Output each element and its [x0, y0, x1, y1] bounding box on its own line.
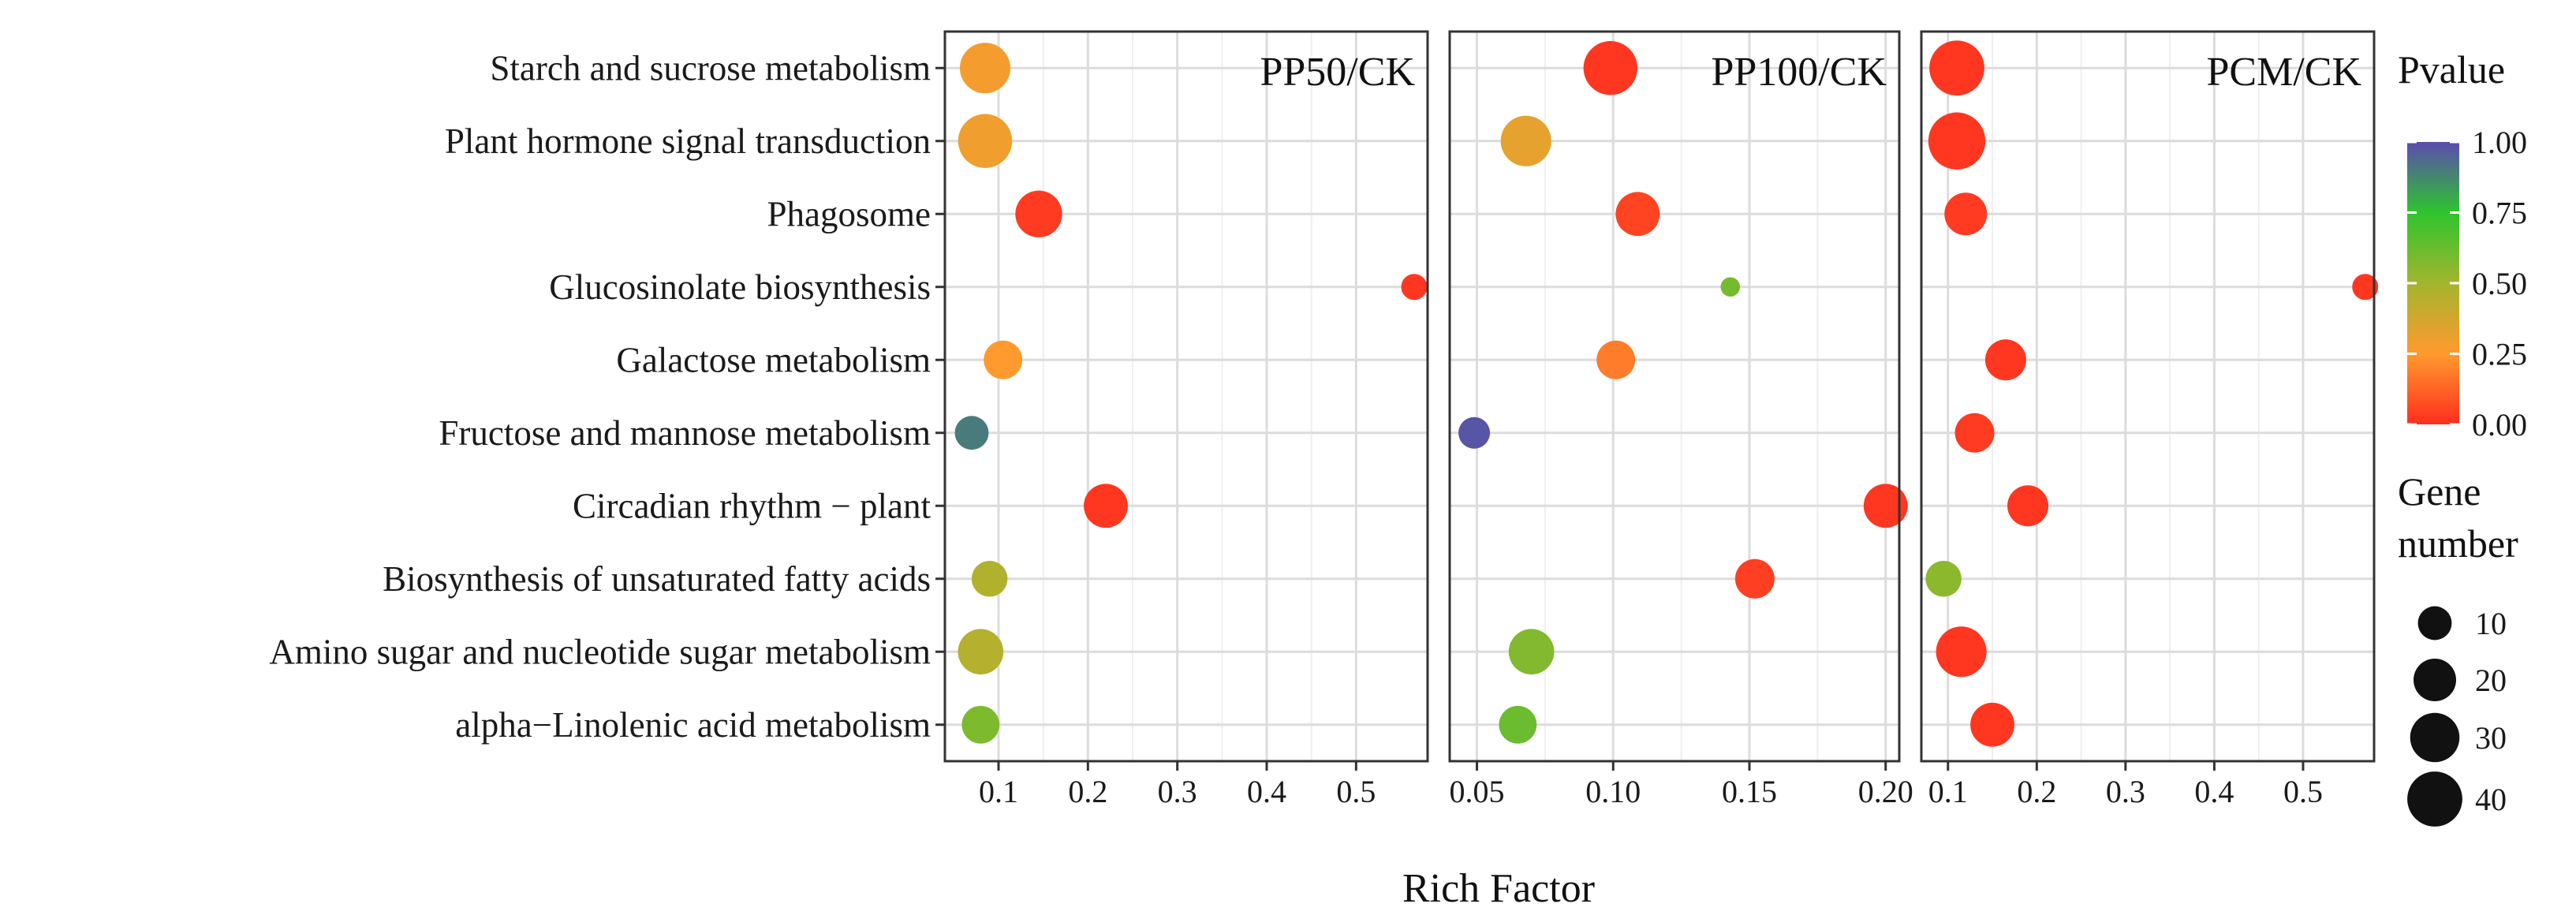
panel-2: 0.05 0.10 0.15 0.20 PP100/CK: [1448, 30, 1913, 809]
x-tick-label: 0.15: [1722, 774, 1777, 809]
x-tick-label: 0.4: [2194, 774, 2234, 809]
category-label: Glucosinolate biosynthesis: [549, 267, 931, 307]
category-labels: Starch and sucrose metabolism Plant hormo…: [269, 48, 931, 745]
size-legend-title: number: [2398, 521, 2518, 566]
colorbar-label: 0.00: [2472, 407, 2527, 443]
data-point: [1401, 274, 1428, 301]
data-point: [1928, 112, 1986, 170]
data-point: [1936, 626, 1987, 678]
panel-frame: [943, 30, 1429, 763]
data-point: [1944, 192, 1988, 236]
data-point: [959, 43, 1011, 94]
data-point: [984, 340, 1023, 379]
colorbar-label: 0.75: [2472, 196, 2527, 231]
x-axis-label: Rich Factor: [1402, 866, 1595, 911]
data-point: [1084, 484, 1128, 528]
panels: 0.1 0.2 0.3 0.4 0.5 PP50/CK 0.05 0.10 0.15 0.20 PP…: [935, 30, 2379, 809]
panel-frame: [1920, 30, 2376, 763]
data-point: [1499, 705, 1537, 744]
category-label: alpha−Linolenic acid metabolism: [455, 705, 931, 745]
colorbar-label: 0.25: [2472, 337, 2527, 372]
x-tick-label: 0.5: [1336, 774, 1376, 809]
data-point: [1925, 561, 1962, 597]
size-legend-label: 40: [2475, 782, 2507, 817]
panel-title: PCM/CK: [2206, 50, 2361, 95]
x-tick-label: 0.2: [1068, 774, 1107, 809]
data-point: [1734, 558, 1775, 599]
colorbar-label: 0.50: [2472, 266, 2527, 301]
panel-background: [1921, 32, 2374, 761]
data-point: [1720, 277, 1741, 297]
panel-background: [945, 32, 1428, 761]
size-legend-dot: [2410, 712, 2460, 763]
data-point: [2007, 485, 2049, 527]
legend: Pvalue 1.00 0.75 0.50 0.25 0.00 Gene number 10 20…: [2398, 47, 2527, 827]
data-point: [1954, 413, 1995, 453]
x-tick-label: 0.20: [1858, 774, 1913, 809]
panel-frame: [1448, 30, 1901, 763]
data-point: [961, 705, 1000, 744]
data-point: [1984, 339, 2026, 381]
data-point: [1508, 629, 1555, 675]
category-label: Fructose and mannose metabolism: [439, 413, 931, 453]
x-tick-label: 0.1: [1928, 774, 1968, 809]
size-legend-dot: [2407, 771, 2462, 827]
x-tick-label: 0.5: [2283, 774, 2323, 809]
data-point: [1615, 192, 1660, 237]
size-legend-label: 30: [2475, 720, 2507, 756]
data-point: [1863, 484, 1908, 528]
data-point: [1583, 41, 1638, 95]
category-label: Starch and sucrose metabolism: [490, 48, 931, 88]
panel-1: 0.1 0.2 0.3 0.4 0.5 PP50/CK: [935, 30, 1429, 809]
size-legend-dot: [2413, 658, 2457, 702]
category-label: Amino sugar and nucleotide sugar metabol…: [269, 632, 931, 671]
data-point: [954, 416, 989, 450]
data-point: [971, 561, 1008, 597]
x-tick-label: 0.10: [1585, 774, 1641, 809]
x-tick-label: 0.2: [2017, 774, 2056, 809]
data-point: [1596, 340, 1636, 379]
data-point: [2352, 274, 2379, 301]
x-tick-label: 0.3: [2106, 774, 2145, 809]
data-point: [1970, 702, 2014, 747]
x-tick-label: 0.3: [1158, 774, 1197, 809]
x-tick-label: 0.05: [1450, 774, 1505, 809]
panel-title: PP50/CK: [1260, 50, 1415, 95]
data-point: [1500, 115, 1551, 166]
category-label: Phagosome: [767, 194, 931, 233]
colorbar-label: 1.00: [2472, 125, 2527, 160]
x-tick-label: 0.1: [979, 774, 1018, 809]
category-label: Circadian rhythm − plant: [573, 486, 931, 525]
size-legend-title: Gene: [2398, 469, 2481, 514]
data-point: [1015, 190, 1062, 237]
category-label: Plant hormone signal transduction: [445, 121, 931, 161]
data-point: [958, 114, 1013, 168]
x-tick-label: 0.4: [1247, 774, 1286, 809]
data-point: [1929, 40, 1984, 96]
size-legend-label: 20: [2475, 663, 2507, 698]
data-point: [958, 629, 1004, 675]
panel-3: 0.1 0.2 0.3 0.4 0.5 PCM/CK: [1920, 30, 2379, 809]
size-legend-label: 10: [2475, 606, 2507, 641]
data-point: [1458, 416, 1491, 449]
category-label: Biosynthesis of unsaturated fatty acids: [383, 559, 931, 599]
size-legend-dot: [2417, 606, 2452, 640]
category-label: Galactose metabolism: [616, 340, 931, 379]
color-legend-title: Pvalue: [2398, 47, 2505, 92]
panel-title: PP100/CK: [1711, 50, 1887, 95]
